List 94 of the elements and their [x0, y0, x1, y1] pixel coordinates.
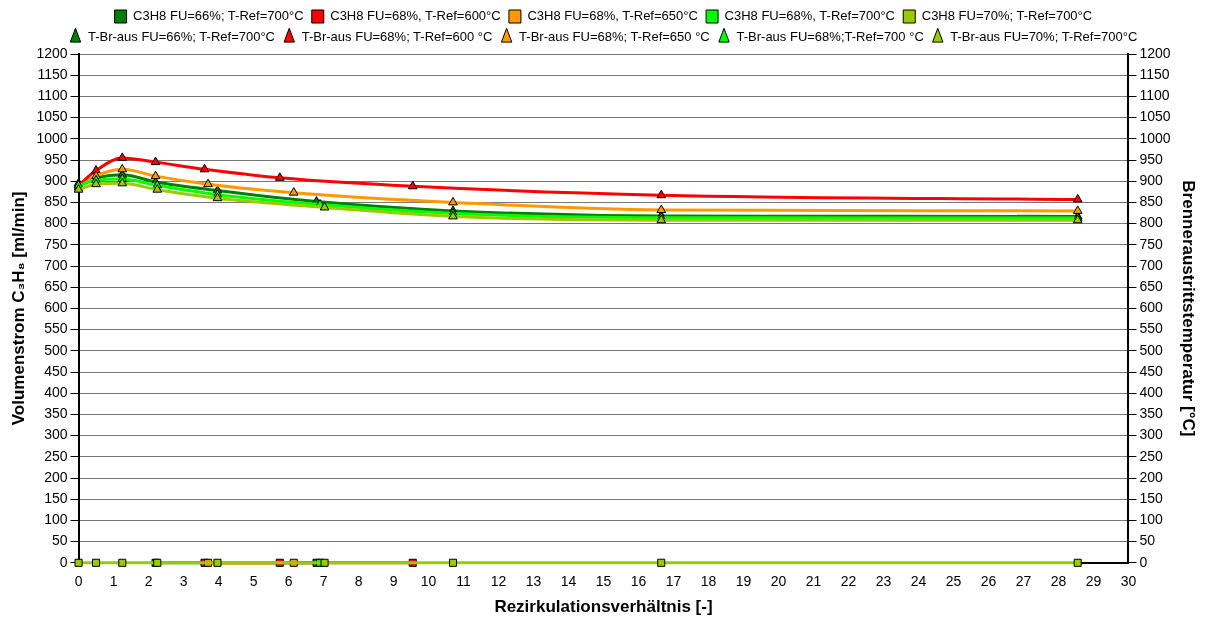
y-tick-label: 1050	[36, 108, 68, 125]
x-tick-label: 16	[630, 573, 647, 590]
x-tick-label: 8	[354, 573, 363, 590]
x-axis-title: Rezirkulationsverhältnis [-]	[494, 597, 713, 617]
y-tick-label: 550	[44, 320, 68, 337]
y2-tick-label: 1100	[1139, 87, 1170, 104]
x-tick-label: 13	[525, 573, 542, 590]
y2-axis-title: Brenneraustrittstemperatur [°C]	[1179, 180, 1199, 437]
y-tick-label: 0	[59, 553, 68, 570]
y-tick-label: 750	[44, 235, 68, 252]
y-tick-label: 900	[44, 172, 68, 189]
y-tick-label: 250	[44, 447, 68, 464]
x-tick-label: 23	[875, 573, 892, 590]
legend-label: C3H8 FU=68%, T-Ref=600°C	[330, 8, 501, 24]
y2-tick-label: 300	[1139, 426, 1164, 443]
y2-tick-label: 550	[1139, 320, 1164, 337]
y2-tick-label: 1150	[1139, 66, 1170, 83]
y-tick-label: 650	[44, 278, 68, 295]
x-tick-label: 4	[214, 573, 223, 590]
y-tick-label: 600	[44, 299, 68, 316]
x-tick-label: 22	[840, 573, 857, 590]
x-tick-label: 19	[735, 573, 752, 590]
x-tick-label: 17	[665, 573, 682, 590]
legend-label: C3H8 FU=66%; T-Ref=700°C	[133, 8, 304, 24]
x-tick-label: 10	[420, 573, 437, 590]
y2-tick-label: 600	[1139, 299, 1164, 316]
x-tick-label: 1	[109, 573, 118, 590]
y2-tick-label: 100	[1139, 511, 1164, 528]
x-tick-label: 27	[1015, 573, 1032, 590]
y2-tick-label: 650	[1139, 278, 1164, 295]
x-tick-label: 15	[595, 573, 612, 590]
x-tick-label: 28	[1050, 573, 1067, 590]
x-tick-label: 25	[945, 573, 962, 590]
y2-tick-label: 450	[1139, 362, 1164, 379]
y2-tick-label: 1000	[1139, 129, 1171, 146]
legend-label: T-Br-aus FU=68%; T-Ref=600 °C	[301, 29, 493, 45]
x-tick-label: 21	[805, 573, 822, 590]
x-tick-label: 20	[770, 573, 787, 590]
y-tick-label: 200	[44, 468, 68, 485]
x-tick-label: 5	[249, 573, 258, 590]
x-tick-label: 30	[1120, 573, 1137, 590]
legend-label: T-Br-aus FU=70%; T-Ref=700°C	[950, 29, 1138, 45]
x-tick-label: 14	[560, 573, 577, 590]
y2-tick-label: 950	[1139, 150, 1164, 167]
x-tick-label: 9	[389, 573, 398, 590]
y2-tick-label: 750	[1139, 235, 1164, 252]
legend-label: T-Br-aus FU=66%; T-Ref=700°C	[87, 29, 276, 45]
legend-label: C3H8 FU=70%; T-Ref=700°C	[921, 8, 1093, 24]
y2-tick-label: 1200	[1139, 44, 1171, 61]
legend-label: C3H8 FU=68%, T-Ref=650°C	[527, 8, 698, 24]
y-tick-label: 700	[44, 256, 68, 273]
y-tick-label: 100	[44, 511, 68, 528]
y2-tick-label: 0	[1139, 553, 1148, 570]
x-tick-label: 18	[700, 573, 717, 590]
y-tick-label: 500	[44, 341, 68, 358]
x-tick-label: 2	[144, 573, 153, 590]
x-tick-label: 12	[490, 573, 507, 590]
y-tick-label: 1100	[37, 87, 68, 104]
y-tick-label: 350	[44, 405, 68, 422]
x-tick-label: 11	[456, 573, 471, 590]
y2-tick-label: 150	[1139, 490, 1164, 507]
y2-tick-label: 200	[1139, 468, 1164, 485]
y2-tick-label: 50	[1139, 532, 1156, 549]
x-tick-label: 0	[74, 573, 83, 590]
x-tick-label: 29	[1085, 573, 1102, 590]
y-tick-label: 950	[44, 150, 68, 167]
y-axis-title: Volumenstrom C₃H₈ [ml/min]	[8, 191, 28, 426]
x-tick-label: 26	[980, 573, 997, 590]
x-tick-label: 6	[284, 573, 293, 590]
y-tick-label: 1150	[37, 66, 68, 83]
y2-tick-label: 250	[1139, 447, 1164, 464]
y2-tick-label: 350	[1139, 405, 1164, 422]
y-tick-label: 1000	[36, 129, 68, 146]
y-tick-label: 150	[44, 490, 68, 507]
y2-tick-label: 500	[1139, 341, 1164, 358]
legend-label: T-Br-aus FU=68%; T-Ref=650 °C	[519, 29, 710, 45]
legend-label: T-Br-aus FU=68%;T-Ref=700 °C	[736, 29, 924, 45]
y-tick-label: 300	[44, 426, 68, 443]
y2-tick-label: 900	[1139, 172, 1164, 189]
x-tick-label: 24	[910, 573, 927, 590]
y2-tick-label: 700	[1139, 256, 1164, 273]
y-tick-label: 450	[44, 362, 68, 379]
y-tick-label: 1200	[36, 44, 68, 61]
y2-tick-label: 1050	[1139, 108, 1171, 125]
y-tick-label: 50	[51, 532, 68, 549]
y-tick-label: 400	[44, 384, 68, 401]
y2-tick-label: 400	[1139, 384, 1164, 401]
x-tick-label: 7	[319, 573, 328, 590]
y2-tick-label: 800	[1139, 214, 1164, 231]
y2-tick-label: 850	[1139, 193, 1164, 210]
legend-label: C3H8 FU=68%, T-Ref=700°C	[724, 8, 896, 24]
x-tick-label: 3	[179, 573, 188, 590]
y-tick-label: 800	[44, 214, 68, 231]
y-tick-label: 850	[44, 193, 68, 210]
